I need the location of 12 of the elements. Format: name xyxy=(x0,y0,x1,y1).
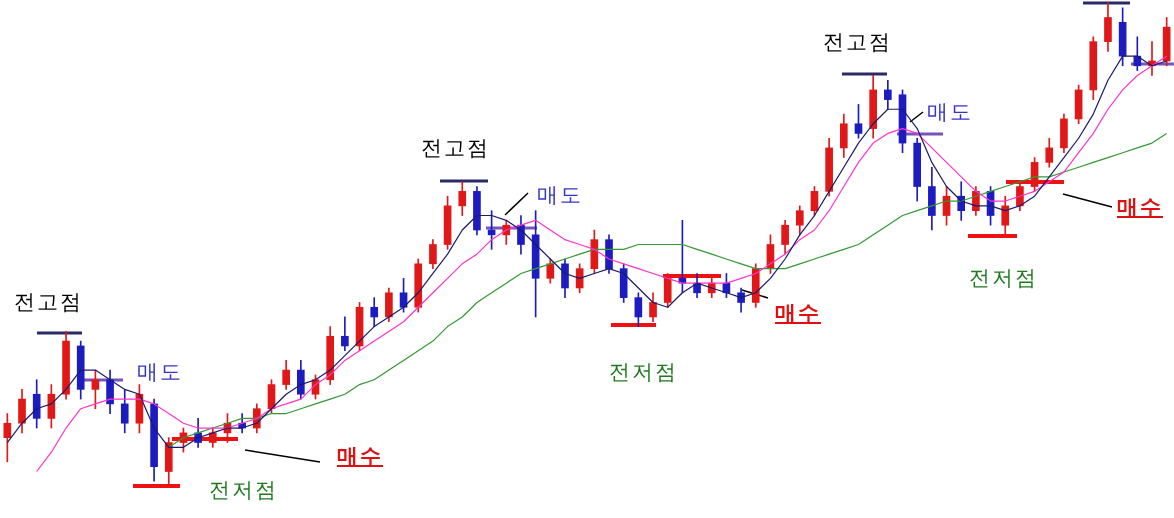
annotation: 매수 xyxy=(337,443,383,470)
annotation: 전저점 xyxy=(968,265,1038,292)
annotation: 전고점 xyxy=(420,135,490,162)
annotation: 매수 xyxy=(1117,194,1163,221)
annotation: 매도 xyxy=(927,99,973,126)
annotation: 전고점 xyxy=(13,289,83,316)
annotation: 매수 xyxy=(775,300,821,327)
annotation: 매도 xyxy=(537,182,583,209)
annotation: 매도 xyxy=(137,359,183,386)
annotation: 전저점 xyxy=(208,477,278,504)
annotation: 전저점 xyxy=(608,359,678,386)
annotation: 전고점 xyxy=(822,29,892,56)
